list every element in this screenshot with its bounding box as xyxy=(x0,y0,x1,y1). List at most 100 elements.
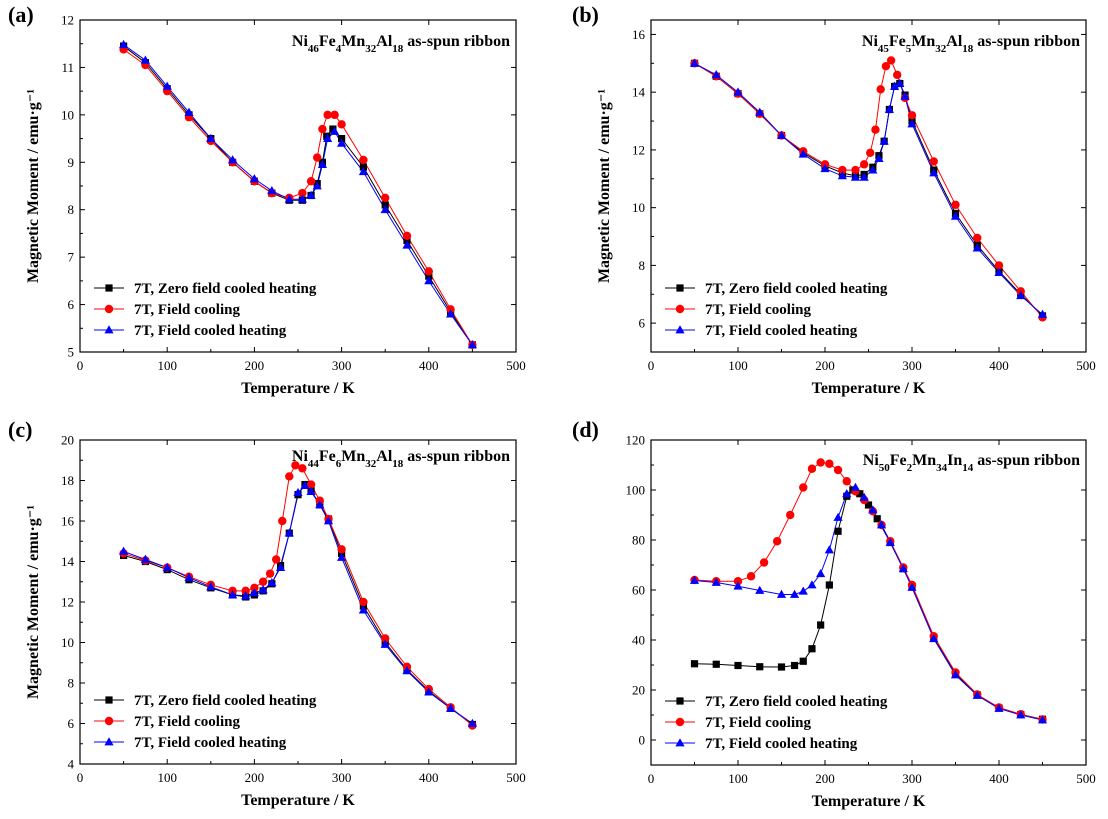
data-point xyxy=(359,155,368,165)
data-point xyxy=(312,153,322,162)
data-point xyxy=(786,510,795,520)
data-point xyxy=(871,125,880,134)
data-point xyxy=(380,204,390,214)
data-point xyxy=(755,107,765,116)
data-point xyxy=(879,136,889,145)
legend-label: 7T, Zero field cooled heating xyxy=(134,693,317,709)
title-subscript: 14 xyxy=(962,462,974,474)
data-point xyxy=(337,552,347,561)
data-point xyxy=(690,660,699,668)
data-point xyxy=(446,703,456,712)
data-point xyxy=(1037,309,1048,318)
title-subscript: 32 xyxy=(365,458,377,470)
series-line xyxy=(694,461,1043,720)
data-point xyxy=(424,267,433,276)
data-point xyxy=(755,585,765,594)
data-point xyxy=(789,589,800,598)
legend-marker xyxy=(104,304,114,314)
legend-label: 7T, Zero field cooled heating xyxy=(134,281,317,297)
series-line xyxy=(694,486,1043,721)
y-axis-label: Magnetic Moment / emu·g⁻¹ xyxy=(25,89,42,283)
legend-marker xyxy=(105,696,113,704)
y-tick-label: 14 xyxy=(61,554,75,569)
data-point xyxy=(323,133,333,142)
series-line xyxy=(123,45,473,346)
x-tick-label: 200 xyxy=(815,358,835,373)
data-point xyxy=(162,81,172,90)
title-text: as-spun ribbon xyxy=(973,33,1080,50)
data-point xyxy=(777,663,786,671)
title-subscript: 45 xyxy=(878,43,890,55)
title-subscript: 44 xyxy=(308,458,320,470)
y-tick-label: 6 xyxy=(68,297,75,312)
y-tick-label: 6 xyxy=(639,316,646,331)
data-point xyxy=(842,477,851,486)
legend-marker xyxy=(675,304,685,314)
panel-label: (c) xyxy=(8,417,32,442)
title-subscript: 6 xyxy=(336,458,342,470)
data-point xyxy=(249,588,259,597)
title-text: Mn xyxy=(911,33,935,50)
title-subscript: 4 xyxy=(336,43,342,55)
data-point xyxy=(272,555,281,564)
x-tick-label: 200 xyxy=(245,358,265,373)
title-text: In xyxy=(947,452,962,469)
data-point xyxy=(873,515,881,523)
data-point xyxy=(228,590,238,599)
data-point xyxy=(162,562,172,571)
y-tick-label: 8 xyxy=(639,258,646,273)
y-tick-label: 8 xyxy=(68,676,75,691)
data-point xyxy=(306,177,316,186)
chart-panel-a: 0 100 200 300 400 500 5 6 7 8 9 10 11 12 Temperature /… xyxy=(8,2,526,397)
data-point xyxy=(733,581,743,590)
data-point xyxy=(267,577,277,587)
x-tick-label: 400 xyxy=(989,358,1009,373)
data-point xyxy=(323,110,332,120)
y-tick-label: 12 xyxy=(632,142,645,157)
series-line xyxy=(694,59,1043,318)
data-point xyxy=(228,155,238,164)
data-point xyxy=(119,546,129,555)
y-tick-label: 16 xyxy=(632,27,646,42)
data-point xyxy=(895,78,905,87)
data-point xyxy=(907,111,917,120)
data-point xyxy=(893,70,902,80)
data-point xyxy=(881,61,891,71)
title-text: as-spun ribbon xyxy=(403,448,510,465)
data-point xyxy=(907,582,917,591)
data-point xyxy=(318,124,327,134)
chart-panel-d: 0 100 200 300 400 500 0 20 40 60 80 100 120 Temperatu… xyxy=(572,417,1096,810)
y-axis-label: Magnetic Moment / emu·g⁻¹ xyxy=(596,89,613,283)
y-tick-label: 18 xyxy=(61,473,74,488)
y-tick-label: 80 xyxy=(632,533,645,548)
data-point xyxy=(790,661,799,670)
x-tick-label: 0 xyxy=(648,358,655,373)
data-point xyxy=(833,465,843,475)
title-text: Al xyxy=(946,33,963,50)
x-tick-label: 500 xyxy=(1076,771,1096,786)
data-point xyxy=(329,125,337,133)
data-point xyxy=(402,240,412,249)
data-point xyxy=(929,168,939,177)
data-point xyxy=(973,233,982,243)
legend-label: 7T, Zero field cooled heating xyxy=(705,694,888,710)
data-point xyxy=(711,70,721,79)
data-point xyxy=(816,458,825,467)
data-point xyxy=(380,639,390,648)
data-point xyxy=(184,107,194,116)
title-text: Al xyxy=(376,33,393,50)
data-point xyxy=(890,81,900,90)
sample-title: Ni44Fe6Mn32Al18 as-spun ribbon xyxy=(292,448,510,470)
x-tick-label: 0 xyxy=(77,358,84,373)
data-point xyxy=(424,276,434,285)
title-text: Ni xyxy=(863,452,880,469)
data-point xyxy=(265,569,275,578)
y-tick-label: 120 xyxy=(626,433,646,448)
x-tick-label: 400 xyxy=(419,770,439,785)
data-point xyxy=(184,572,194,582)
data-point xyxy=(798,149,808,158)
legend-label: 7T, Field cooled heating xyxy=(705,323,858,339)
data-point xyxy=(258,577,268,586)
data-point xyxy=(206,582,216,591)
